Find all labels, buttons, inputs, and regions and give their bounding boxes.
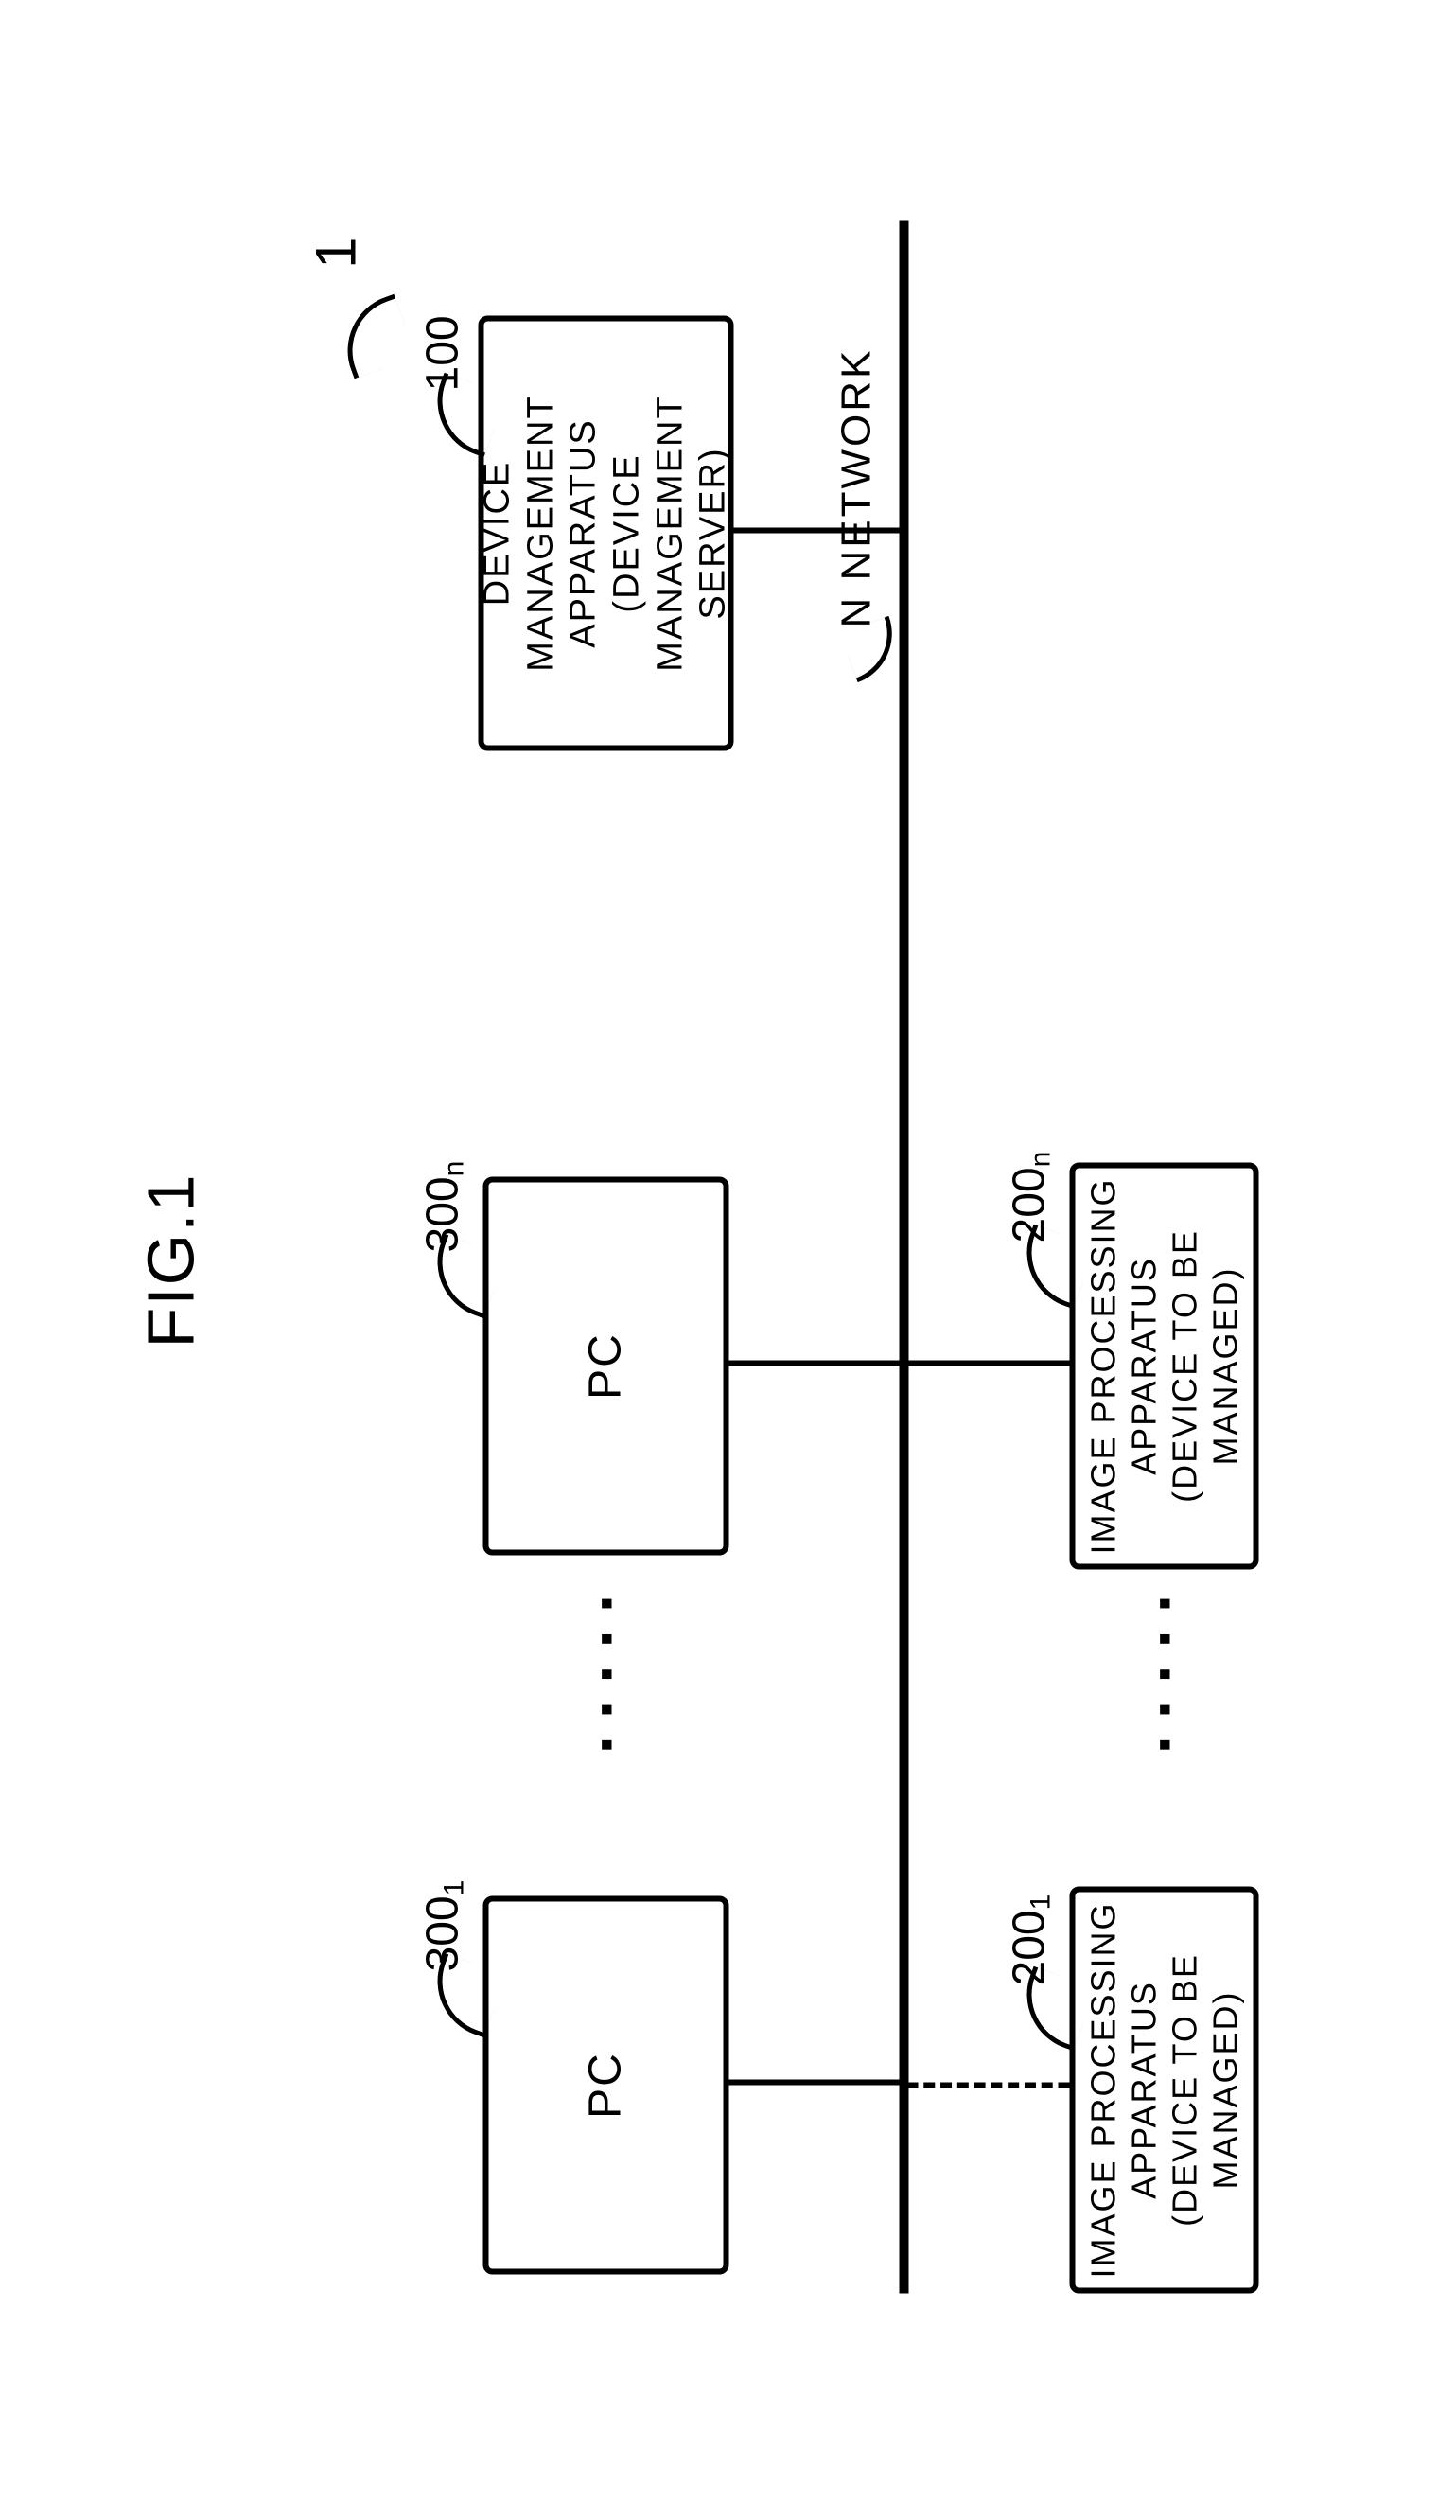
ref-pc-n-sub: n [438, 1160, 469, 1176]
ellipsis-bottom: ····· [1126, 1577, 1202, 1753]
network-bus [899, 220, 908, 2293]
node-ipa-n-label: IMAGE PROCESSING APPARATUS (DEVICE TO BE… [1082, 1177, 1246, 1554]
node-ipa-1: IMAGE PROCESSING APPARATUS (DEVICE TO BE… [1069, 1886, 1258, 2293]
connector-ipan [903, 1360, 1069, 1366]
leader-system [331, 293, 416, 379]
node-pc-1: PC [482, 1895, 728, 2274]
figure-title: FIG.1 [132, 0, 208, 2520]
connector-dm [733, 527, 899, 533]
node-device-management: DEVICE MANAGEMENT APPARATUS (DEVICE MANA… [478, 315, 733, 750]
connector-ipa1-dashed [906, 2082, 1069, 2088]
connector-pcn [728, 1360, 899, 1366]
page: FIG.1 1 PC 3001 PC 300n DEVICE MANAGEMEN… [0, 0, 1456, 2520]
system-reference-label: 1 [303, 237, 368, 268]
node-ipa-n: IMAGE PROCESSING APPARATUS (DEVICE TO BE… [1069, 1162, 1258, 1569]
network-label: N NETWORK [833, 347, 880, 627]
diagram-canvas: FIG.1 1 PC 3001 PC 300n DEVICE MANAGEMEN… [0, 0, 1456, 2520]
ref-ipa-n-sub: n [1025, 1151, 1056, 1167]
node-device-management-label: DEVICE MANAGEMENT APPARATUS (DEVICE MANA… [476, 328, 735, 737]
node-pc-1-label: PC [578, 2052, 633, 2119]
rotated-diagram-wrapper: FIG.1 1 PC 3001 PC 300n DEVICE MANAGEMEN… [0, 0, 1456, 2520]
ref-ipa-1-sub: 1 [1025, 1894, 1056, 1910]
node-pc-n-label: PC [578, 1332, 633, 1400]
node-ipa-1-label: IMAGE PROCESSING APPARATUS (DEVICE TO BE… [1082, 1901, 1246, 2278]
node-pc-n: PC [482, 1176, 728, 1555]
connector-pc1 [728, 2079, 899, 2085]
ref-pc-1-sub: 1 [438, 1879, 469, 1895]
ellipsis-top: ····· [568, 1577, 643, 1753]
